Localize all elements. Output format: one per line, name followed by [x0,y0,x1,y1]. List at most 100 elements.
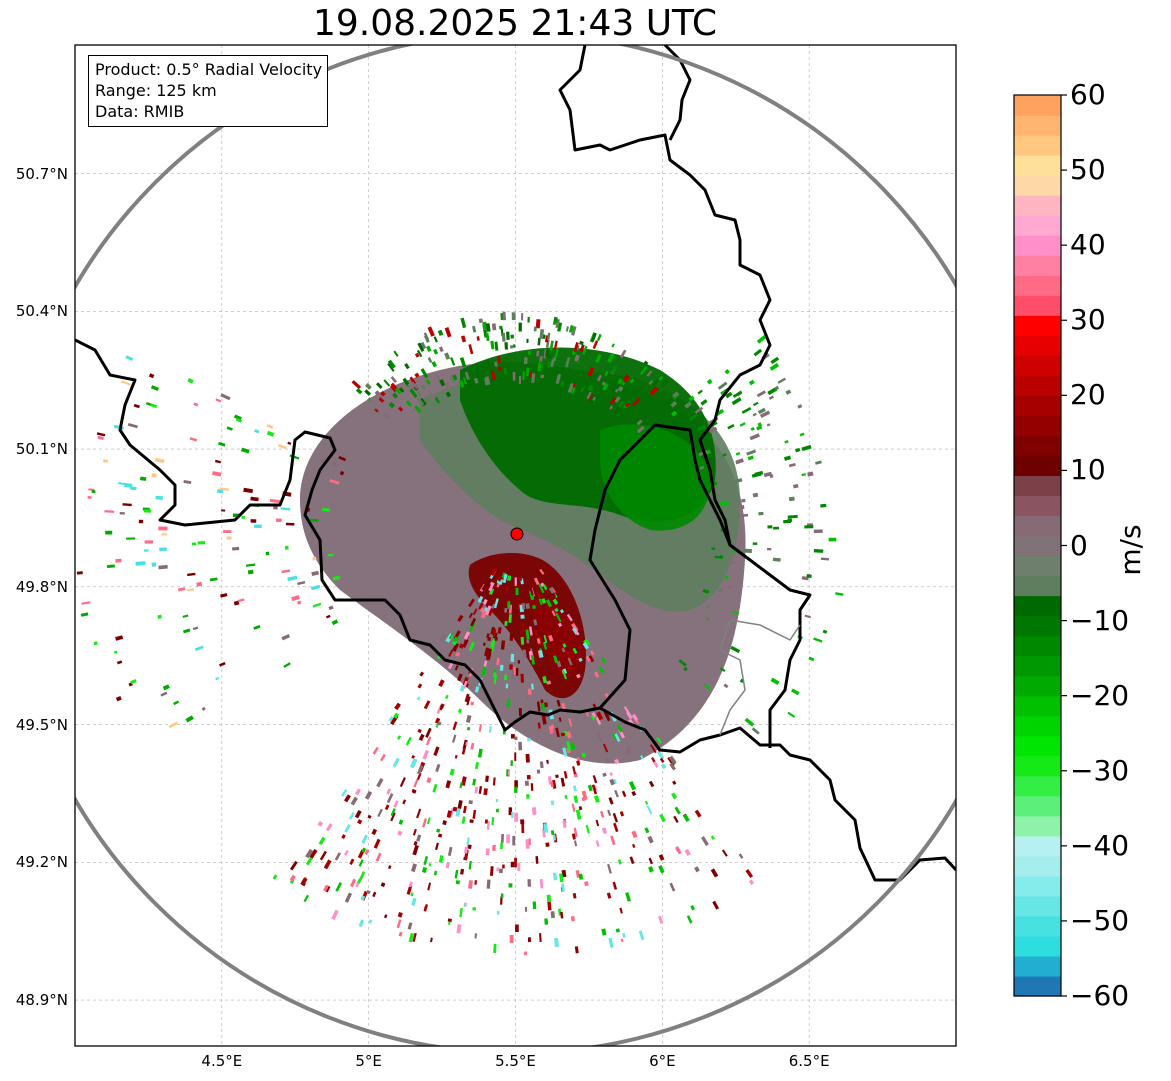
echo-blip-southeast [751,727,760,735]
echo-blip-south [534,568,543,579]
echo-blip-south [644,800,649,805]
echo-blip-north [434,397,440,404]
echo-blip-south [467,844,472,850]
echo-blip-south [573,827,578,838]
echo-blip-east [784,440,789,444]
echo-blip-south [508,807,513,816]
echo-blip-south [566,731,572,739]
echo-blip-south [462,638,469,648]
echo-blip-north [552,357,557,362]
colorbar-segment [1014,235,1061,256]
echo-blip-east [739,422,746,427]
echo-blip-south [529,586,534,596]
echo-blip-south [518,577,522,581]
echo-blip-south [576,673,581,679]
x-tick-label: 4.5°E [201,1052,243,1070]
echo-blip-south [631,790,637,797]
echo-blip-north [579,344,585,353]
echo-blip-east [767,387,778,396]
echo-blip-south [526,639,530,644]
echo-blip-south [393,712,400,719]
echo-blip-south [406,884,413,895]
echo-blip-south [397,735,402,740]
colorbar-segment [1014,875,1061,897]
echo-blip-south [581,790,588,800]
echo-blip-north [557,322,563,332]
echo-blip-southeast [772,557,781,562]
echo-blip-south [609,772,613,777]
echo-blip-north [636,425,645,434]
echo-blip-west [254,429,260,434]
regional-borders [719,619,801,736]
echo-blip-south [407,922,413,930]
echo-blip-south [550,781,554,788]
echo-blip-east [788,496,795,502]
echo-blip-west [253,624,261,630]
echo-blip-north [547,332,551,340]
echo-blip-south [468,598,475,608]
colorbar-segment [1014,255,1061,276]
echo-blip-south [472,594,477,599]
echo-blip-south [425,727,432,738]
echo-blip-west [226,426,233,431]
echo-blip-south [468,612,474,619]
echo-blip-south [432,783,438,793]
echo-blip-east [756,390,766,398]
echo-blip-south [578,657,583,662]
echo-blip-south [514,736,518,741]
echo-blip-north [473,377,479,384]
echo-blip-east [787,514,798,519]
echo-blip-south [386,788,392,795]
colorbar-tick-label: 60 [1070,78,1106,111]
echo-blip-south [694,866,700,873]
echo-blip-east [699,465,705,470]
echo-blip-south [454,869,459,879]
echo-blip-southeast [752,542,758,545]
echo-blip-north [498,366,503,371]
echo-blip-south [631,830,638,839]
y-tick-label: 50.4°N [15,302,68,321]
echo-blip-east [705,449,711,455]
echo-blip-south [466,726,471,731]
echo-blip-south [555,727,560,738]
echo-blip-south [585,655,591,662]
echo-blip-south [547,901,552,911]
echo-blip-south [515,615,519,620]
border-east [558,45,812,748]
echo-blip-north [579,340,584,346]
echo-blip-west [218,441,226,447]
echo-blip-south [520,636,525,645]
echo-blip-south [602,772,607,777]
echo-blip-south [721,849,728,857]
echo-blip-south [511,670,514,679]
echo-blip-south [412,844,419,856]
echo-blip-north [589,396,595,403]
echo-blip-south [435,763,441,773]
echo-blip-south [436,721,442,726]
echo-blip-north [609,405,614,410]
echo-blip-south [486,648,492,659]
echo-blip-east [774,385,780,391]
echo-blip-west [297,581,306,586]
echo-blip-west [331,619,339,626]
echo-blip-south [660,763,667,770]
echo-blip-south [582,642,589,650]
echo-blip-north [582,345,588,355]
echo-blip-south [412,828,417,836]
echo-blip-north [420,384,426,390]
echo-blip-south [468,641,475,652]
echo-blip-south [459,907,463,918]
echo-blip-south [525,839,530,849]
colorbar-segment [1014,175,1061,196]
echo-blip-southeast [787,711,796,718]
echo-blip-south [495,590,500,595]
echo-blip-south [474,880,478,885]
echo-blip-south [607,863,612,874]
echo-blip-south [690,905,695,911]
echo-blip-south [464,846,469,854]
echo-blip-southeast [730,645,741,654]
echo-blip-south [712,900,720,910]
echo-blip-south [323,884,329,892]
echo-blip-west [115,558,122,563]
echo-blip-south [573,795,579,803]
